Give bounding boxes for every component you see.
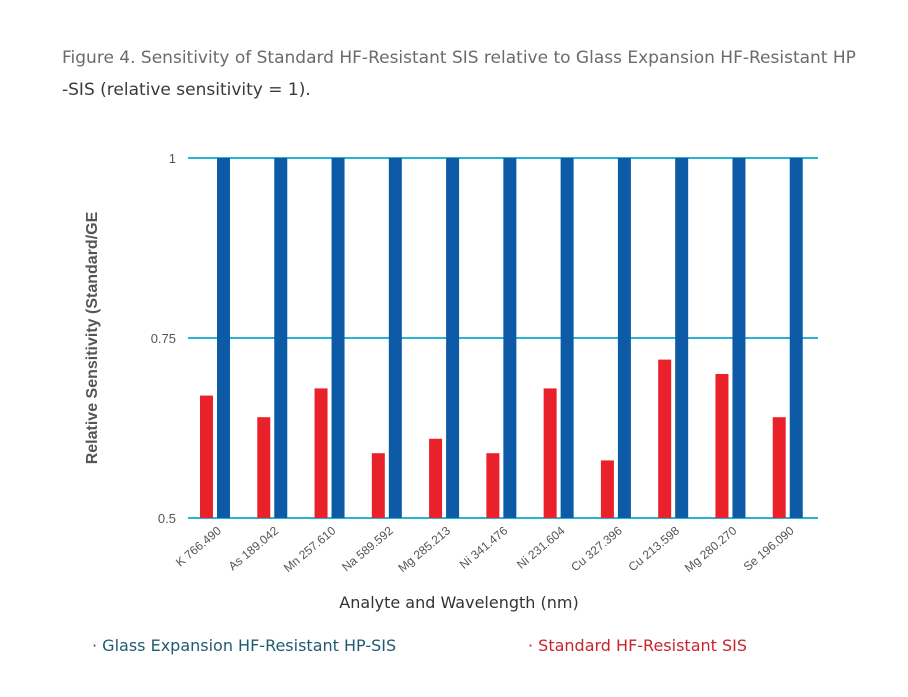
x-tick-label: Cu 213.598 [626,523,683,574]
x-tick-label: As 189.042 [226,523,282,573]
figure-caption: Figure 4. Sensitivity of Standard HF-Res… [62,42,862,106]
bar-ge [388,158,402,518]
x-tick-label: Se 196.090 [741,523,797,573]
x-tick-label: Na 589.592 [339,523,396,574]
bar-ge [789,158,803,518]
bar-standard [257,417,271,518]
bar-standard [371,453,385,518]
bar-ge [560,158,574,518]
y-tick-label: 0.75 [151,331,176,346]
y-tick-label: 0.5 [158,511,176,526]
x-axis-title: Analyte and Wavelength (nm) [339,593,578,612]
x-tick-label: K 766.490 [173,523,224,569]
bar-ge [675,158,689,518]
bar-ge [274,158,288,518]
bar-ge [617,158,631,518]
caption-line-1: Figure 4. Sensitivity of Standard HF-Res… [62,48,856,68]
x-tick-label: Cu 327.396 [568,523,625,574]
bar-standard [200,395,213,518]
bar-ge [446,158,460,518]
bar-standard [772,417,786,518]
legend-ge: · Glass Expansion HF-Resistant HP-SIS [92,636,397,655]
x-tick-label: Mg 285.213 [395,523,453,575]
bar-standard [486,453,500,518]
x-tick-label: Mg 280.270 [682,523,740,575]
bar-standard [600,460,614,518]
bar-ge [732,158,746,518]
x-tick-label: Ni 341.476 [457,523,511,571]
bar-ge [217,158,230,518]
bar-ge [331,158,345,518]
bar-standard [314,388,328,518]
bar-standard [715,374,729,518]
bar-standard [543,388,557,518]
legend-standard: · Standard HF-Resistant SIS [528,636,748,655]
caption-line-2: -SIS (relative sensitivity = 1). [62,80,311,100]
y-tick-label: 1 [169,151,176,166]
x-tick-label: Ni 231.604 [514,523,568,571]
x-tick-label: Mn 257.610 [281,523,339,575]
bar-standard [658,359,672,518]
bar-standard [429,438,443,518]
y-axis-title: Relative Sensitivity (Standard/GE [84,211,101,464]
bar-chart: 0.5 0.75 1 K 766.490 As 189.042 Mn 257.610 Na … [84,151,818,612]
bar-ge [503,158,517,518]
